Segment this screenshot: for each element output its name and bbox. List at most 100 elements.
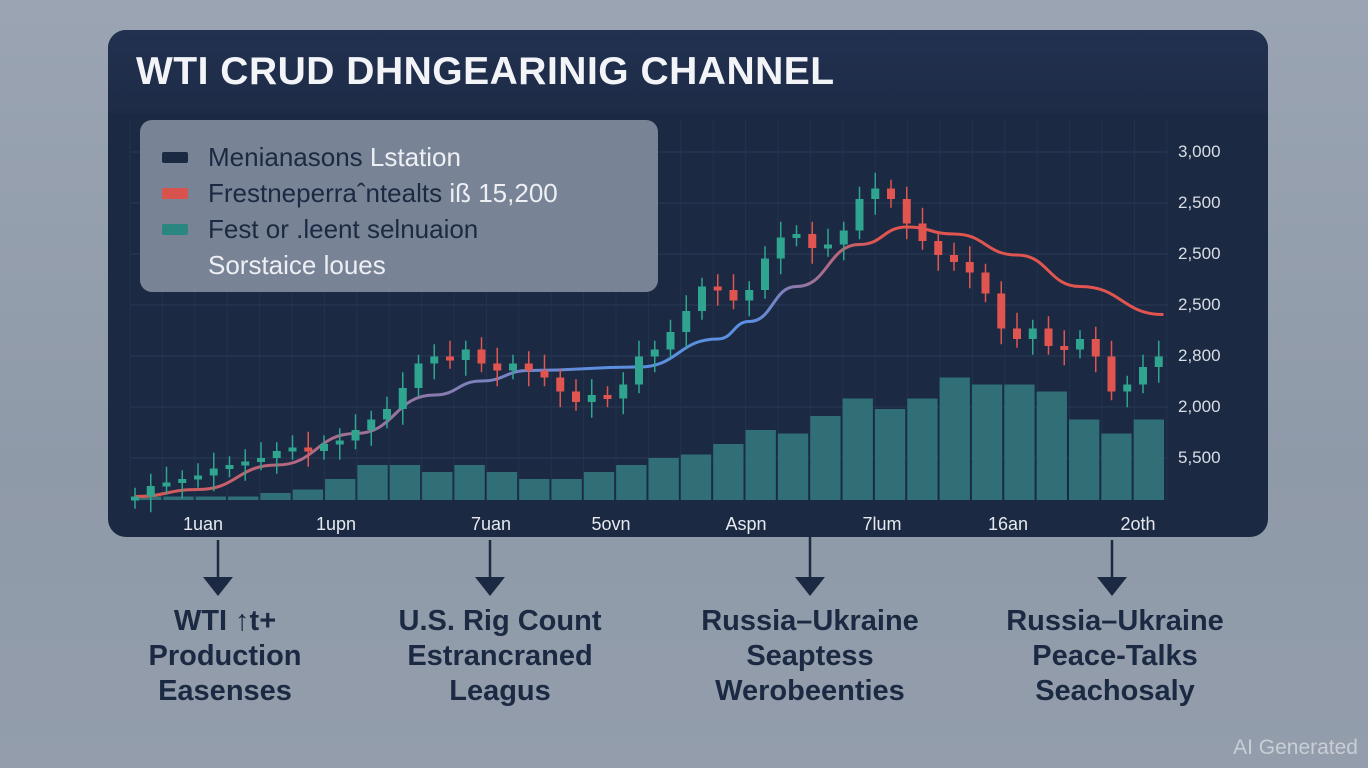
candle-up — [430, 356, 439, 364]
candle-up — [367, 419, 376, 430]
x-tick-label: 5ovn — [591, 514, 631, 534]
volume-bar — [907, 398, 938, 500]
y-tick-label: 5,500 — [1178, 448, 1221, 467]
annotation-line: Easenses — [158, 675, 292, 707]
volume-bar — [1036, 391, 1067, 500]
volume-bar — [583, 472, 615, 500]
annotation-line: Russia–Ukraine — [701, 605, 919, 637]
candle-down — [981, 272, 990, 294]
candle-down — [603, 395, 612, 399]
candle-up — [461, 349, 470, 360]
candle-down — [524, 363, 533, 371]
y-tick-label: 2,500 — [1178, 193, 1221, 212]
candle-up — [509, 363, 517, 371]
candle-down — [713, 286, 722, 291]
candle-up — [320, 444, 328, 451]
legend: Menianasons Lstation Frestneperraˆntealt… — [140, 120, 658, 292]
volume-bar — [1133, 419, 1164, 500]
candle-up — [666, 332, 675, 350]
candle-down — [446, 356, 454, 361]
title-bar — [108, 30, 1268, 114]
arrow-head-icon — [203, 577, 233, 596]
candle-up — [587, 395, 596, 402]
legend-extra: Lstation — [369, 142, 461, 172]
volume-bar — [713, 444, 744, 500]
candle-up — [383, 409, 391, 420]
candle-up — [1139, 367, 1147, 385]
candle-up — [745, 290, 754, 301]
candle-up — [1154, 356, 1163, 367]
candle-up — [414, 363, 423, 388]
candle-up — [776, 237, 785, 259]
volume-bar — [874, 409, 906, 500]
candle-down — [997, 293, 1006, 329]
candle-down — [1091, 339, 1100, 357]
candle-up — [761, 258, 769, 290]
volume-bar — [616, 465, 647, 500]
volume-bar — [519, 479, 550, 500]
candle-up — [146, 486, 155, 497]
volume-bar — [810, 416, 841, 500]
volume-bar — [971, 384, 1003, 500]
watermark: AI Generated — [1233, 736, 1358, 759]
legend-label: Frestneperraˆntealts — [208, 178, 443, 208]
candle-up — [288, 447, 297, 452]
candle-down — [965, 262, 974, 273]
candle-up — [682, 311, 691, 332]
annotation-line: Seaptess — [746, 640, 874, 672]
chart-title: WTI CRUD DHNGEARINIG CHANNEL — [136, 50, 835, 93]
volume-bar — [325, 479, 356, 500]
candle-up — [272, 451, 281, 458]
volume-bar — [486, 472, 518, 500]
candle-up — [225, 465, 234, 469]
y-tick-label: 2,500 — [1178, 295, 1221, 314]
y-tick-label: 2,000 — [1178, 397, 1221, 416]
volume-bar — [131, 496, 162, 500]
candle-up — [178, 479, 187, 483]
volume-bar — [648, 458, 679, 500]
event-annotation: Russia–Ukraine Peace-Talks Seachosaly — [1006, 604, 1224, 709]
x-tick-label: 16an — [987, 514, 1029, 534]
candle-up — [351, 430, 360, 441]
candle-down — [729, 290, 738, 301]
volume-bar — [777, 433, 809, 500]
candle-up — [257, 458, 265, 462]
annotation-line: Werobeenties — [715, 675, 905, 707]
x-tick-label: 1upn — [315, 514, 357, 534]
legend-swatch-red — [162, 188, 188, 199]
legend-swatch-teal — [162, 224, 188, 235]
y-tick-label: 3,000 — [1178, 142, 1221, 161]
candle-down — [477, 349, 486, 364]
volume-bar — [163, 496, 194, 500]
candle-up — [635, 356, 643, 385]
volume-bar — [195, 496, 227, 500]
candle-up — [839, 230, 848, 245]
legend-swatch-navy — [162, 152, 188, 163]
annotation-line: Estrancraned — [407, 640, 593, 672]
candle-down — [1044, 328, 1053, 346]
legend-item: Menianasons Lstation — [162, 142, 461, 173]
candle-up — [650, 349, 659, 357]
candle-down — [493, 363, 502, 371]
annotation-line: Peace-Talks — [1032, 640, 1198, 672]
candle-up — [162, 482, 171, 487]
event-annotation: U.S. Rig Count Estrancraned Leagus — [399, 604, 602, 709]
arrow-head-icon — [795, 577, 825, 596]
candle-up — [131, 496, 139, 501]
candle-down — [572, 391, 580, 402]
volume-bar — [939, 377, 970, 500]
legend-extra: Sorstaice loues — [208, 250, 386, 280]
volume-bar — [422, 472, 453, 500]
event-annotation: Russia–Ukraine Seaptess Werobeenties — [701, 604, 919, 709]
candle-up — [1123, 384, 1132, 392]
candle-up — [209, 468, 218, 476]
candle-down — [887, 188, 895, 199]
candle-down — [540, 370, 549, 378]
candle-down — [934, 241, 943, 255]
candle-down — [556, 377, 565, 392]
candle-up — [698, 286, 706, 311]
legend-label: Menianasons — [208, 142, 363, 172]
legend-label: Fest or .leent selnuaion — [208, 214, 479, 244]
candle-up — [1028, 328, 1037, 339]
candle-down — [1060, 346, 1069, 350]
